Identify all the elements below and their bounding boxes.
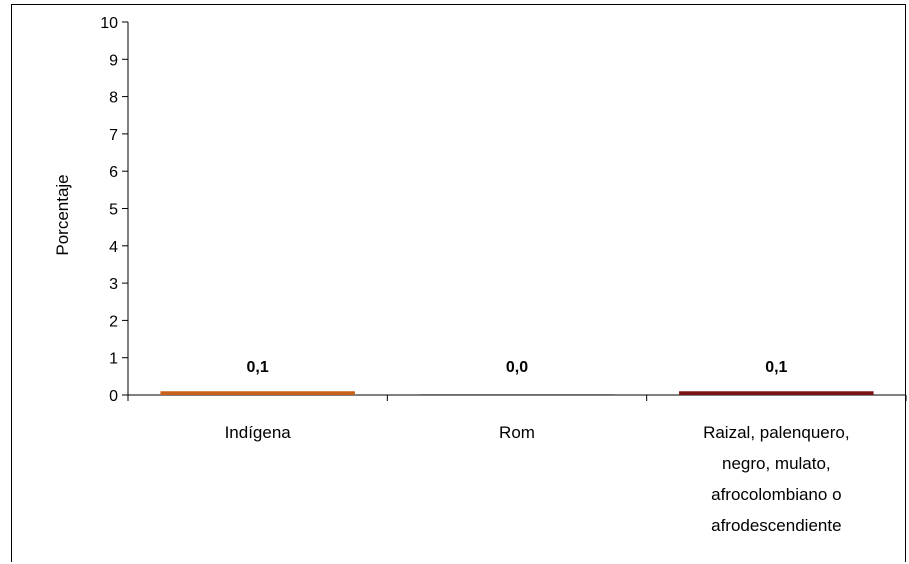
y-tick-label: 7 <box>109 127 118 144</box>
chart-frame <box>11 4 906 562</box>
bar <box>160 391 355 395</box>
x-ticks <box>127 395 907 401</box>
category-label: Rom <box>499 423 535 442</box>
category-labels: Indígena Rom Raizal, palenquero, negro, mul… <box>225 423 850 535</box>
y-tick-label: 2 <box>109 313 118 330</box>
y-tick-label: 4 <box>109 239 118 256</box>
category-label: Raizal, palenquero, <box>703 423 849 442</box>
y-tick-label: 8 <box>109 90 118 107</box>
y-tick-label: 0 <box>109 388 118 405</box>
y-axis-title: Porcentaje <box>53 174 72 255</box>
y-axis-title-group: Porcentaje <box>53 174 72 255</box>
data-label: 0,1 <box>247 359 269 376</box>
bar <box>679 391 874 395</box>
category-label: afrocolombiano o <box>711 485 841 504</box>
y-ticks: 0 1 2 3 4 5 6 7 8 9 10 <box>100 15 128 405</box>
y-tick-label: 1 <box>109 351 118 368</box>
y-tick-label: 5 <box>109 202 118 219</box>
y-tick-label: 3 <box>109 276 118 293</box>
category-label: Indígena <box>225 423 292 442</box>
bars <box>160 391 874 395</box>
data-label: 0,0 <box>506 359 528 376</box>
y-tick-label: 6 <box>109 164 118 181</box>
data-labels: 0,1 0,0 0,1 <box>247 359 788 376</box>
category-label: afrodescendiente <box>711 516 841 535</box>
bar <box>419 394 615 395</box>
y-tick-label: 9 <box>109 52 118 69</box>
data-label: 0,1 <box>765 359 787 376</box>
category-label: negro, mulato, <box>722 454 831 473</box>
y-tick-label: 10 <box>100 15 118 32</box>
